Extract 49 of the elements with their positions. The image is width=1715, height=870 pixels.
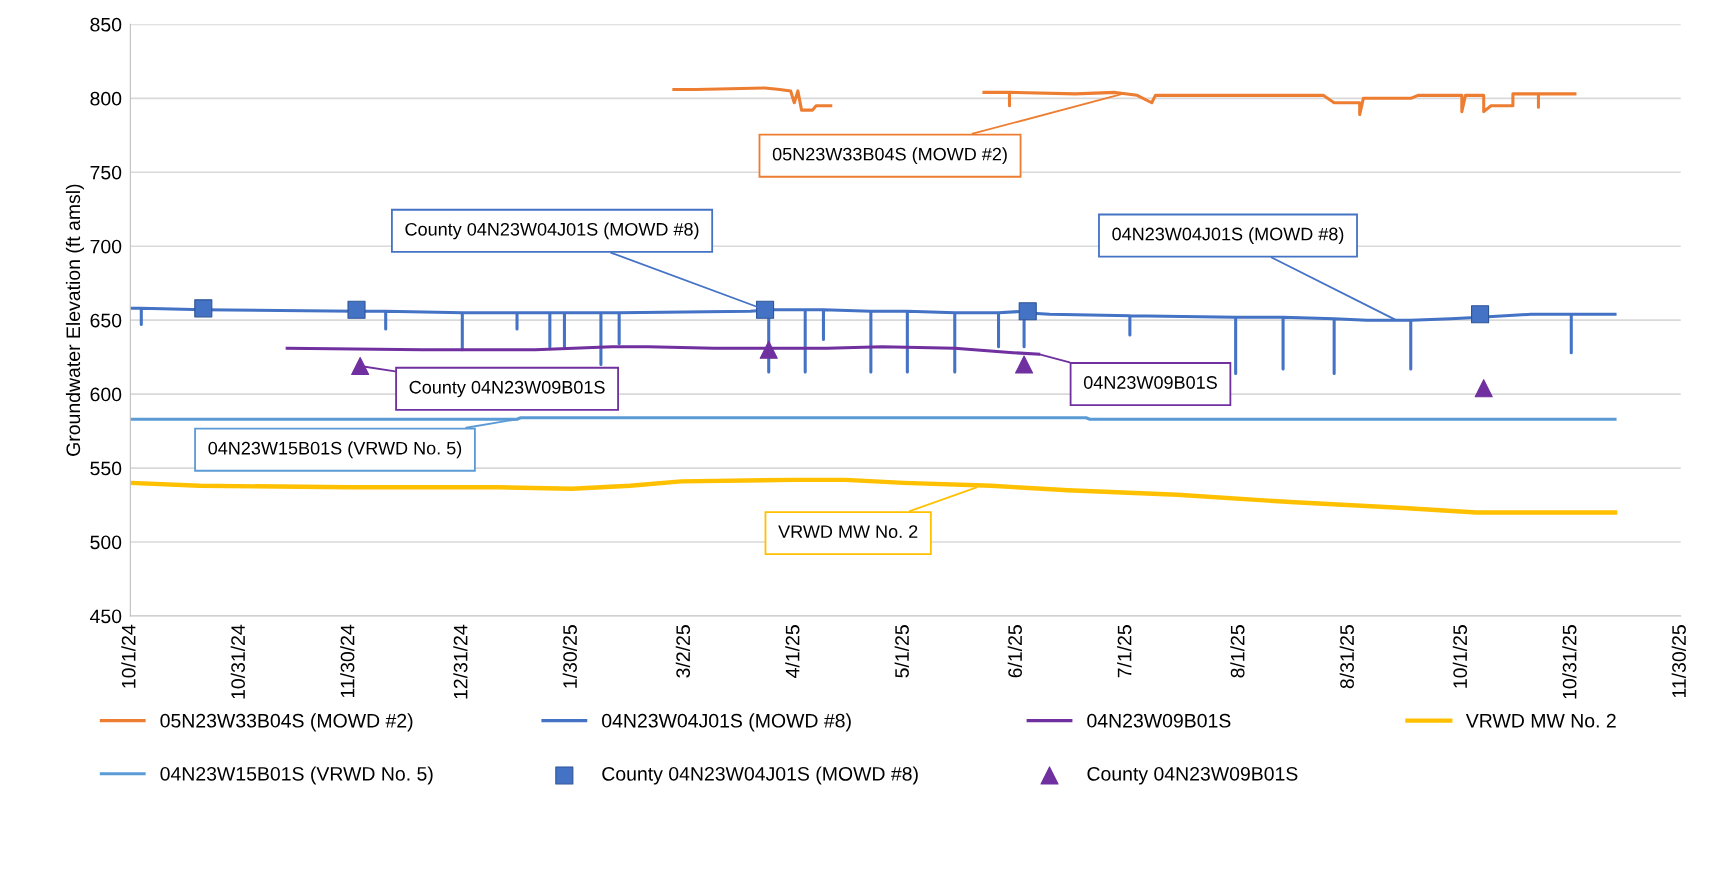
y-tick-label: 550 (90, 461, 122, 476)
y-axis-title: Groundwater Elevation (ft amsl) (65, 184, 84, 456)
x-tick-label: 6/1/25 (1007, 625, 1022, 678)
y-tick-label: 700 (90, 239, 122, 254)
point (759, 340, 778, 359)
y-tick-label: 750 (90, 165, 122, 180)
x-tick-label: 8/31/25 (1339, 625, 1354, 689)
point (756, 300, 775, 319)
x-tick-label: 7/1/25 (1117, 625, 1132, 678)
legend-label: 05N23W33B04S (MOWD #2) (160, 713, 413, 732)
annotation: County 04N23W09B01S (409, 380, 605, 398)
x-tick-label: 10/1/24 (121, 624, 136, 688)
y-tick-label: 800 (90, 91, 122, 106)
legend-label: VRWD MW No. 2 (1465, 713, 1616, 728)
y-tick-label: 850 (90, 17, 122, 32)
x-tick-label: 11/30/25 (1671, 625, 1686, 698)
point (1471, 305, 1490, 324)
point (1015, 355, 1034, 374)
x-tick-label: 5/1/25 (894, 625, 909, 678)
x-tick-label: 10/31/25 (1562, 625, 1577, 699)
x-tick-label: 11/30/24 (340, 624, 355, 698)
annotation: 04N23W09B01S (1083, 376, 1217, 389)
point (347, 300, 366, 319)
x-tick-label: 12/31/24 (453, 624, 468, 699)
point (1018, 302, 1037, 321)
x-tick-label: 4/1/25 (785, 625, 800, 678)
x-tick-label: 10/31/24 (230, 624, 245, 699)
y-tick-label: 650 (90, 313, 122, 328)
point (194, 299, 213, 318)
y-tick-label: 450 (90, 609, 122, 624)
legend-label: 04N23W09B01S (1087, 713, 1231, 728)
annotation: County 04N23W04J01S (MOWD #8) (405, 222, 699, 240)
x-tick-label: 3/2/25 (675, 625, 691, 678)
x-tick-label: 1/30/25 (562, 625, 577, 688)
x-tick-label: 8/1/25 (1230, 625, 1245, 678)
point (1474, 379, 1493, 398)
legend-label: 04N23W15B01S (VRWD No. 5) (160, 766, 433, 785)
y-tick-label: 500 (90, 535, 122, 550)
legend-label: County 04N23W09B01S (1087, 766, 1298, 785)
line-series (130, 477, 1618, 515)
legend-label: 04N23W04J01S (MOWD #8) (602, 713, 851, 732)
legend-label: County 04N23W04J01S (MOWD #8) (602, 766, 918, 785)
annotation: 04N23W04J01S (MOWD #8) (1112, 227, 1344, 244)
point (351, 356, 370, 376)
y-tick-label: 600 (90, 387, 122, 402)
x-tick-label: 10/1/25 (1452, 625, 1468, 688)
annotation: VRWD MW No. 2 (778, 525, 918, 538)
annotation: 04N23W15B01S (VRWD No. 5) (208, 441, 462, 459)
annotation: 05N23W33B04S (MOWD #2) (772, 147, 1007, 165)
